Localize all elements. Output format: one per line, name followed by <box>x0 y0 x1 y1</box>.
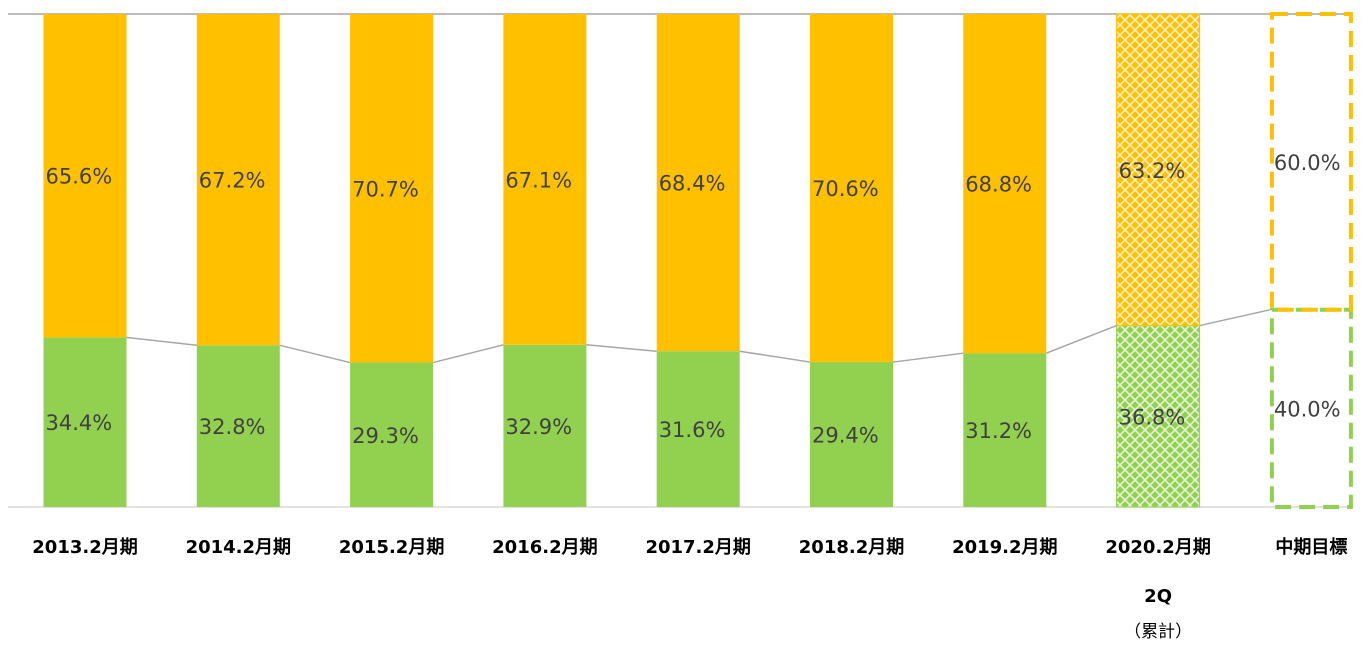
series-connector <box>586 344 657 352</box>
bar-segment <box>963 353 1047 507</box>
bar-segment <box>196 345 280 507</box>
value-label: 29.3% <box>352 424 419 448</box>
value-label: 60.0% <box>1274 151 1341 175</box>
series-connector <box>1046 324 1117 354</box>
x-tick-label: 2017.2月期 <box>645 537 750 558</box>
value-label: 63.2% <box>1119 159 1186 183</box>
value-label: 70.7% <box>352 177 419 201</box>
bar-segment <box>196 14 280 346</box>
x-tick-sublabel: （累計） <box>1124 622 1192 642</box>
series-connector <box>432 344 504 364</box>
value-label: 31.6% <box>659 418 726 442</box>
value-label: 70.6% <box>812 177 879 201</box>
bar-segment <box>810 362 893 507</box>
x-tick-label: 2019.2月期 <box>952 537 1057 558</box>
bar-segment <box>1116 13 1201 327</box>
value-label: 40.0% <box>1274 397 1341 421</box>
bar-segment <box>656 351 740 507</box>
value-label: 67.2% <box>199 169 266 193</box>
x-tick-label: 2014.2月期 <box>186 537 291 558</box>
x-tick-label: 2013.2月期 <box>32 537 137 558</box>
bar-segment <box>350 362 434 507</box>
x-tick-label: 2016.2月期 <box>492 537 597 558</box>
x-tick-label: 2020.2月期 <box>1105 537 1210 558</box>
value-label: 31.2% <box>965 419 1032 443</box>
bar-segment <box>503 14 587 345</box>
bar-segment <box>43 337 127 507</box>
bar-segment <box>656 14 740 352</box>
value-label: 32.8% <box>199 415 266 439</box>
value-label: 67.1% <box>505 168 572 192</box>
value-label: 29.4% <box>812 424 879 448</box>
value-label: 32.9% <box>505 415 572 439</box>
series-connector <box>739 350 811 363</box>
x-tick-label: 2015.2月期 <box>339 537 444 558</box>
x-tick-label: 2018.2月期 <box>799 537 904 558</box>
bar-segment <box>1269 12 1353 312</box>
bar-segment <box>963 14 1047 354</box>
series-connector <box>1199 309 1271 327</box>
value-label: 68.8% <box>965 173 1032 197</box>
series-connector <box>892 352 964 363</box>
value-label: 34.4% <box>46 411 113 435</box>
x-tick-label: 中期目標 <box>1275 536 1347 558</box>
bar-segment <box>350 14 434 363</box>
bar-segment <box>503 344 587 507</box>
x-tick-sublabel: 2Q <box>1144 586 1172 607</box>
bar-segment <box>810 14 893 363</box>
value-label: 68.4% <box>659 172 726 196</box>
bar-segment <box>1116 325 1201 508</box>
bar-segment <box>43 14 127 338</box>
series-connector <box>126 336 197 347</box>
value-label: 65.6% <box>46 165 113 189</box>
series-connector <box>279 344 351 364</box>
value-label: 36.8% <box>1119 405 1186 429</box>
